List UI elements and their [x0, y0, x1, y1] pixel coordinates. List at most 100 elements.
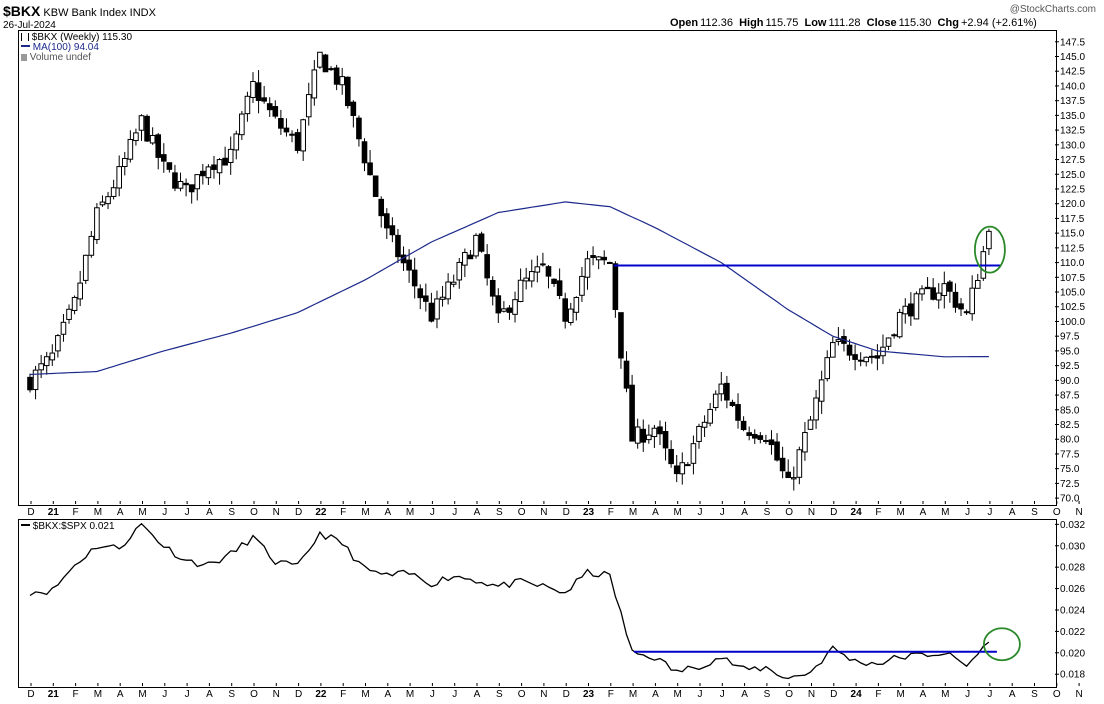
- candle-up: [935, 292, 942, 301]
- symbol-name: KBW Bank Index: [43, 7, 127, 19]
- candle-down: [785, 471, 792, 479]
- price-x-tick-label: S: [1031, 507, 1038, 518]
- candle-down: [612, 263, 619, 310]
- ratio-x-tick-label: F: [875, 689, 881, 700]
- candle-down: [724, 382, 730, 401]
- price-x-tick-label: O: [1053, 507, 1061, 518]
- candle-up: [885, 337, 892, 347]
- ratio-x-tick-label: J: [162, 689, 167, 700]
- price-y-tick-label: 95.0: [1060, 346, 1080, 357]
- candle-up: [763, 439, 769, 443]
- ratio-x-tick-label: D: [563, 689, 570, 700]
- candle-down: [278, 118, 284, 129]
- price-y-tick-label: 112.5: [1060, 243, 1085, 254]
- candle-up: [71, 296, 78, 311]
- candle-down: [283, 127, 290, 133]
- candle-up: [986, 230, 992, 250]
- price-x-tick-label: D: [27, 507, 34, 518]
- ratio-x-tick-label: M: [94, 689, 102, 700]
- price-x-tick-label: M: [94, 507, 102, 518]
- candle-down: [489, 279, 496, 297]
- price-x-tick-label: 21: [48, 507, 60, 518]
- ratio-y-tick-label: 0.030: [1060, 541, 1085, 552]
- price-legend: $BKX (Weekly) 115.30 MA(100) 94.04 Volum…: [21, 32, 132, 63]
- ratio-x-tick-label: A: [384, 689, 391, 700]
- candle-up: [300, 119, 306, 152]
- candle-up: [38, 363, 44, 371]
- ratio-x-tick-label: A: [920, 689, 927, 700]
- ratio-x-tick-label: F: [608, 689, 614, 700]
- ratio-x-tick-label: M: [674, 689, 682, 700]
- price-x-tick-label: A: [384, 507, 391, 518]
- ratio-x-tick-label: J: [965, 689, 970, 700]
- candle-up: [462, 252, 468, 266]
- candle-down: [779, 457, 786, 472]
- ratio-x-tick-label: D: [27, 689, 34, 700]
- candle-up: [311, 69, 318, 99]
- candle-up: [651, 427, 658, 438]
- candle-up: [88, 235, 95, 256]
- price-y-tick-label: 102.5: [1060, 302, 1085, 313]
- chg-value: +2.94 (+2.61%): [960, 17, 1037, 29]
- candle-down: [958, 303, 964, 310]
- candle-down: [211, 164, 217, 170]
- price-legend-icon: [21, 33, 29, 41]
- candle-up: [567, 308, 574, 324]
- candle-down: [924, 286, 931, 290]
- candle-down: [947, 281, 953, 292]
- candle-down: [662, 431, 669, 449]
- candle-up: [707, 408, 713, 424]
- candle-up: [55, 335, 61, 352]
- ratio-x-tick-label: 24: [851, 689, 863, 700]
- price-x-tick-label: N: [808, 507, 815, 518]
- price-y-tick-label: 140.0: [1060, 81, 1085, 92]
- ratio-x-tick-label: O: [785, 689, 793, 700]
- open-value: 112.36: [700, 17, 733, 29]
- candle-down: [144, 115, 150, 142]
- candle-up: [690, 443, 697, 464]
- price-x-tick-label: M: [406, 507, 414, 518]
- ratio-y-tick-label: 0.024: [1060, 605, 1085, 616]
- open-label: Open: [670, 17, 699, 29]
- candle-down: [27, 376, 33, 391]
- candle-up: [512, 299, 518, 315]
- price-x-tick-label: A: [1009, 507, 1016, 518]
- price-legend-label: $BKX (Weekly) 115.30: [31, 32, 133, 43]
- candle-up: [233, 133, 240, 151]
- candle-down: [411, 269, 418, 287]
- candle-down: [562, 298, 569, 322]
- ma-legend-swatch: [21, 45, 30, 47]
- watermark: @StockCharts.com: [1009, 4, 1096, 15]
- candle-down: [428, 302, 435, 322]
- price-x-tick-label: J: [965, 507, 970, 518]
- ratio-x-tick-label: N: [540, 689, 547, 700]
- candle-up: [573, 296, 580, 313]
- price-x-tick-label: F: [875, 507, 881, 518]
- candle-down: [601, 256, 608, 261]
- candle-up: [679, 462, 686, 475]
- ratio-y-tick-label: 0.022: [1060, 627, 1085, 638]
- candle-up: [439, 296, 446, 300]
- ratio-x-tick-label: A: [117, 689, 124, 700]
- ratio-x-tick-label: N: [808, 689, 815, 700]
- candle-down: [356, 117, 362, 140]
- ratio-y-tick-label: 0.020: [1060, 648, 1085, 659]
- ratio-x-tick-label: 23: [583, 689, 595, 700]
- price-highlight-circle: [974, 225, 1006, 274]
- candle-up: [289, 133, 295, 136]
- ratio-x-tick-label: D: [830, 689, 837, 700]
- candle-up: [445, 281, 451, 300]
- candle-down: [685, 464, 691, 467]
- candle-down: [372, 175, 379, 198]
- ratio-highlight-circle: [983, 627, 1021, 662]
- candle-up: [528, 271, 535, 282]
- candle-down: [751, 433, 758, 439]
- ratio-x-tick-label: F: [340, 689, 346, 700]
- candle-up: [579, 275, 585, 296]
- candle-up: [177, 180, 184, 189]
- candle-down: [590, 255, 596, 258]
- candle-up: [919, 288, 925, 295]
- ratio-legend-label: $BKX:$SPX 0.021: [32, 521, 115, 532]
- close-value: 115.30: [898, 17, 932, 29]
